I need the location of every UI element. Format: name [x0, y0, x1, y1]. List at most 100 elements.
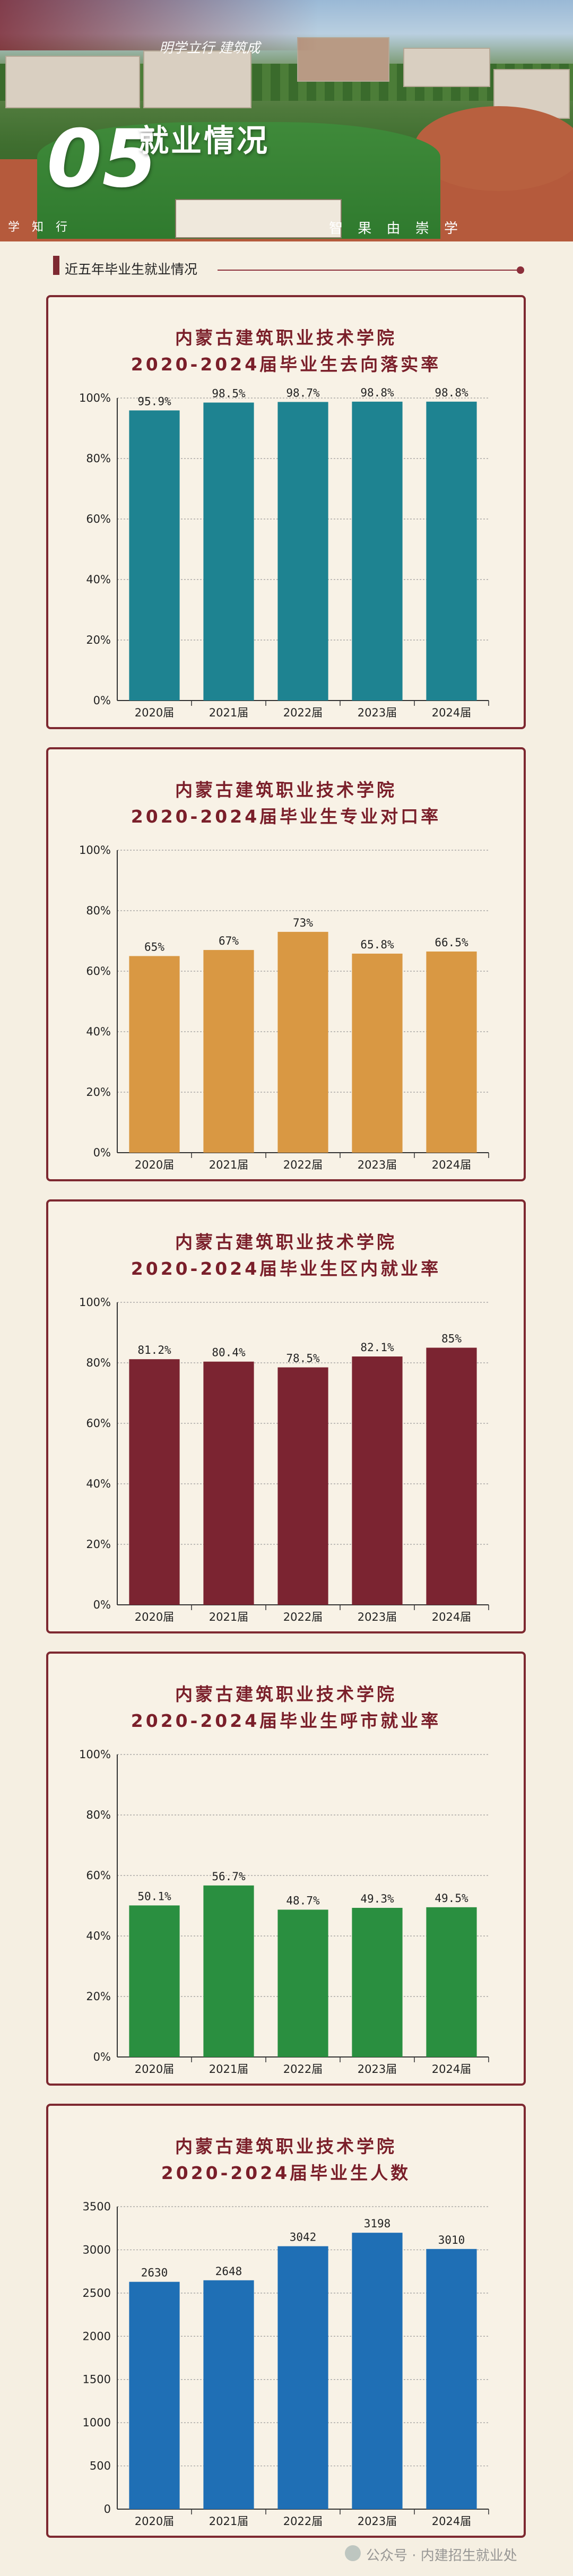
divider-line — [218, 270, 520, 271]
chart-subtitle: 2020-2024届毕业生人数 — [161, 2163, 411, 2183]
y-tick-label: 20% — [86, 1990, 111, 2003]
y-tick-label: 80% — [86, 452, 111, 465]
data-label: 78.5% — [286, 1352, 320, 1365]
bar-chart: 0 500 1000 1500 2000 2500 3000 3500 2630 2020届 264… — [83, 2200, 489, 2528]
bar — [352, 953, 403, 1153]
bar — [203, 950, 254, 1153]
bar — [129, 410, 180, 701]
bar — [352, 1356, 403, 1605]
data-label: 98.8% — [360, 386, 394, 399]
bar — [426, 1907, 477, 2057]
campus-gate — [175, 199, 342, 238]
data-label: 49.3% — [360, 1892, 394, 1905]
data-label: 98.5% — [212, 387, 246, 400]
bar — [277, 1909, 328, 2057]
data-label: 85% — [441, 1333, 462, 1345]
data-label: 3010 — [438, 2234, 465, 2246]
y-tick-label: 60% — [86, 965, 111, 978]
y-tick-label: 500 — [90, 2460, 111, 2473]
data-label: 73% — [293, 917, 313, 929]
bar — [426, 951, 477, 1153]
bar — [277, 1367, 328, 1605]
bar-chart: 0% 20% 40% 60% 80% 100% 95.9% 2020届 98.5% 2021届 98… — [79, 386, 489, 719]
running-track — [414, 106, 573, 191]
x-tick-label: 2020届 — [135, 706, 174, 719]
bar-chart: 0% 20% 40% 60% 80% 100% 50.1% 2020届 56.7% 2021届 48… — [79, 1748, 489, 2076]
data-label: 3198 — [364, 2217, 391, 2230]
bar — [129, 1905, 180, 2057]
x-tick-label: 2021届 — [209, 2063, 248, 2076]
bar — [129, 1359, 180, 1605]
chart-title: 内蒙古建筑职业技术学院 — [175, 1684, 397, 1705]
bar — [277, 931, 328, 1153]
data-label: 65.8% — [360, 938, 394, 951]
bar — [426, 401, 477, 701]
section-number: 05 — [47, 113, 158, 205]
bar — [277, 402, 328, 701]
subheading: 近五年毕业生就业情况 — [65, 262, 198, 277]
bar — [129, 2281, 180, 2509]
chart-card-in-region-rate: 0% 20% 40% 60% 80% 100% 81.2% 2020届 80.4% 2021届 78… — [46, 1199, 526, 1633]
y-tick-label: 80% — [86, 1356, 111, 1369]
y-tick-label: 0% — [93, 2051, 111, 2063]
bar — [203, 402, 254, 701]
gate-inscription-left: 学 知 行 — [8, 221, 72, 234]
x-tick-label: 2023届 — [358, 706, 397, 719]
x-tick-label: 2024届 — [432, 1159, 471, 1171]
section-title: 就业情况 — [138, 123, 270, 159]
y-tick-label: 40% — [86, 1930, 111, 1942]
chart-card-major-match-rate: 0% 20% 40% 60% 80% 100% 65% 2020届 67% 2021届 73% 202… — [46, 747, 526, 1181]
data-label: 2648 — [215, 2265, 242, 2278]
x-tick-label: 2024届 — [432, 2515, 471, 2528]
x-tick-label: 2022届 — [283, 1611, 323, 1623]
x-tick-label: 2021届 — [209, 2515, 248, 2528]
x-tick-label: 2022届 — [283, 1159, 323, 1171]
x-tick-label: 2023届 — [358, 2063, 397, 2076]
y-tick-label: 80% — [86, 904, 111, 917]
bar — [277, 2246, 328, 2509]
y-tick-label: 0 — [104, 2503, 111, 2516]
data-label: 98.8% — [435, 386, 468, 399]
chart-card-placement-rate: 0% 20% 40% 60% 80% 100% 95.9% 2020届 98.5% 2021届 98… — [46, 295, 526, 729]
y-tick-label: 3000 — [83, 2243, 111, 2256]
data-label: 50.1% — [137, 1890, 171, 1903]
y-tick-label: 20% — [86, 1086, 111, 1099]
building — [5, 56, 140, 108]
bar-chart: 0% 20% 40% 60% 80% 100% 81.2% 2020届 80.4% 2021届 78… — [79, 1296, 489, 1623]
bar — [203, 1361, 254, 1605]
x-tick-label: 2023届 — [358, 1159, 397, 1171]
chart-card-hohhot-rate: 0% 20% 40% 60% 80% 100% 50.1% 2020届 56.7% 2021届 48… — [46, 1652, 526, 2086]
building — [143, 50, 251, 108]
x-tick-label: 2022届 — [283, 2515, 323, 2528]
bar — [426, 2249, 477, 2509]
y-tick-label: 20% — [86, 1538, 111, 1551]
chart-title: 内蒙古建筑职业技术学院 — [175, 2136, 397, 2157]
data-label: 65% — [144, 941, 164, 954]
y-tick-label: 0% — [93, 1598, 111, 1611]
y-tick-label: 60% — [86, 1417, 111, 1430]
y-tick-label: 60% — [86, 1869, 111, 1882]
bar — [129, 956, 180, 1153]
school-motto: 明学立行 建筑成 — [159, 40, 261, 56]
x-tick-label: 2024届 — [432, 1611, 471, 1623]
y-tick-label: 100% — [79, 1748, 111, 1761]
bar — [203, 2280, 254, 2509]
y-tick-label: 1000 — [83, 2416, 111, 2429]
y-tick-label: 60% — [86, 513, 111, 525]
y-tick-label: 100% — [79, 844, 111, 857]
bar — [352, 1907, 403, 2057]
y-tick-label: 100% — [79, 1296, 111, 1309]
chart-title: 内蒙古建筑职业技术学院 — [175, 780, 397, 800]
x-tick-label: 2024届 — [432, 2063, 471, 2076]
bar-chart: 0% 20% 40% 60% 80% 100% 65% 2020届 67% 2021届 73% 202… — [79, 844, 489, 1171]
y-tick-label: 1500 — [83, 2373, 111, 2386]
x-tick-label: 2020届 — [135, 1611, 174, 1623]
building — [403, 48, 490, 87]
data-label: 48.7% — [286, 1894, 320, 1907]
watermark: 公众号 · 内建招生就业处 — [366, 2548, 517, 2564]
y-tick-label: 2000 — [83, 2330, 111, 2342]
data-label: 66.5% — [435, 936, 468, 949]
x-tick-label: 2021届 — [209, 1159, 248, 1171]
x-tick-label: 2023届 — [358, 1611, 397, 1623]
y-tick-label: 3500 — [83, 2200, 111, 2213]
